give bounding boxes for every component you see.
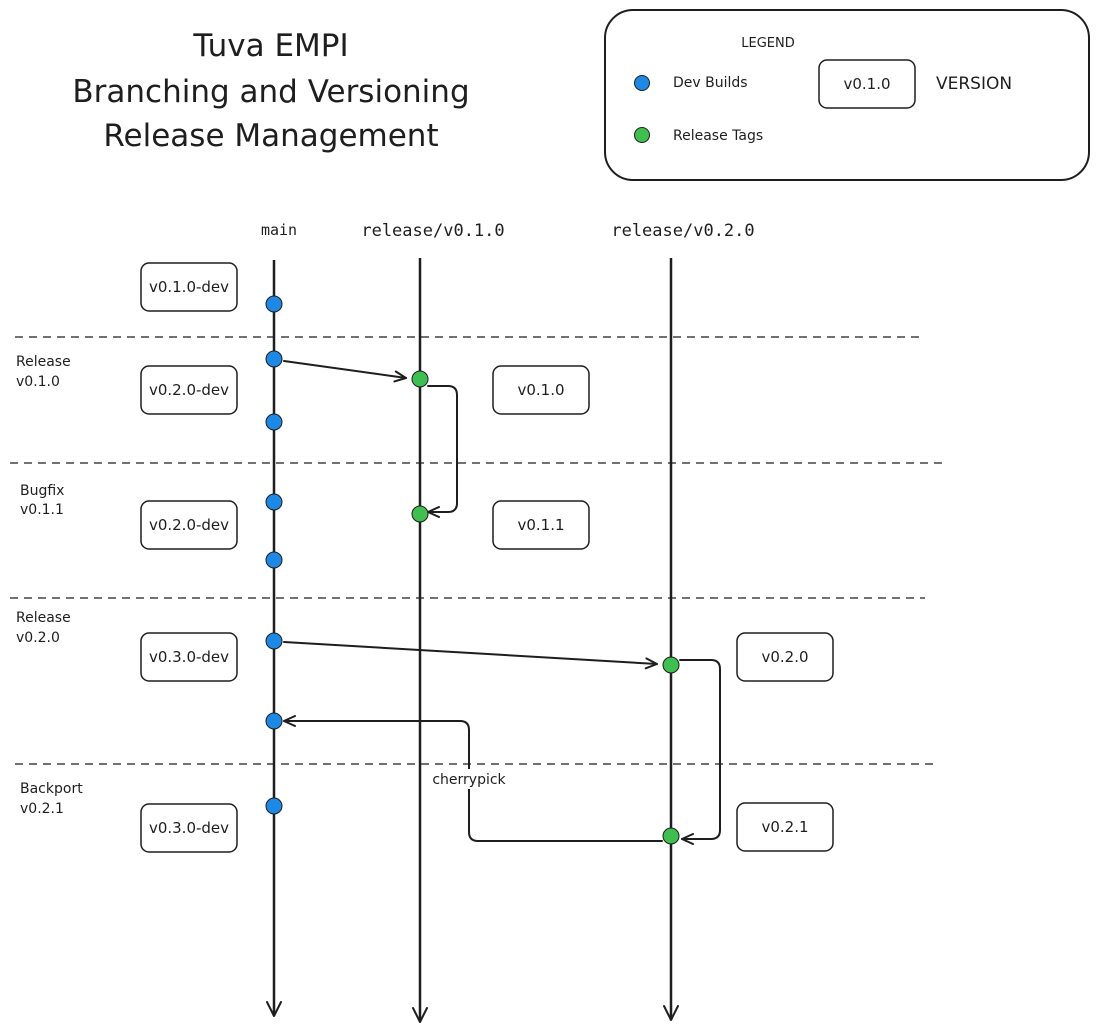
dev-version-label: v0.2.0-dev xyxy=(149,516,229,534)
section-4-version: v0.2.1 xyxy=(20,801,64,817)
diagram-title: Tuva EMPI Branching and Versioning Relea… xyxy=(72,28,469,154)
section-2-version: v0.1.1 xyxy=(20,502,64,518)
dev-build-nodes xyxy=(265,295,283,815)
dev-build-legend-dot xyxy=(634,75,650,91)
release-version-label: v0.1.1 xyxy=(517,516,564,534)
dev-version-box xyxy=(140,365,238,415)
dev-build-dot xyxy=(265,632,283,650)
dev-build-dot xyxy=(265,551,283,569)
lane-label-release-v010: release/v0.1.0 xyxy=(361,221,504,241)
release-version-label: v0.2.1 xyxy=(761,818,808,836)
section-1-version: v0.1.0 xyxy=(16,374,60,390)
release-version-box xyxy=(736,802,834,852)
lane-label-main: main xyxy=(261,221,297,239)
legend-dev-builds-label: Dev Builds xyxy=(673,75,748,91)
legend-heading: LEGEND xyxy=(741,36,794,51)
release-version-box xyxy=(492,500,590,550)
dev-build-dot xyxy=(265,350,283,368)
dev-version-box xyxy=(140,262,238,312)
release-version-boxes: v0.1.0 v0.1.1 v0.2.0 v0.2.1 xyxy=(492,365,834,852)
bugfix-v011-arrow xyxy=(427,385,458,518)
title-line-2: Branching and Versioning xyxy=(72,74,469,110)
dev-version-label: v0.2.0-dev xyxy=(149,381,229,399)
section-3-version: v0.2.0 xyxy=(16,630,60,646)
dev-version-label: v0.3.0-dev xyxy=(149,819,229,837)
title-line-1: Tuva EMPI xyxy=(192,28,348,64)
dev-version-label: v0.3.0-dev xyxy=(149,648,229,666)
release-version-label: v0.1.0 xyxy=(517,381,564,399)
dev-version-boxes: v0.1.0-dev v0.2.0-dev v0.2.0-dev v0.3.0-… xyxy=(140,262,238,853)
dev-version-box xyxy=(140,500,238,550)
release-tag-dot xyxy=(411,505,429,523)
release-version-box xyxy=(736,632,834,682)
branch-lines xyxy=(266,258,679,1023)
legend-version-box xyxy=(818,59,916,109)
release-version-label: v0.2.0 xyxy=(761,648,808,666)
cherrypick-label: cherrypick xyxy=(432,772,506,788)
release-tag-legend-dot xyxy=(634,127,650,143)
title-line-3: Release Management xyxy=(103,118,438,154)
section-separators xyxy=(10,336,945,765)
release-tag-dot xyxy=(411,370,429,388)
release-version-box xyxy=(492,365,590,415)
legend-version-box-label: v0.1.0 xyxy=(843,75,890,93)
section-1-title: Release xyxy=(16,354,71,370)
dev-build-dot xyxy=(265,712,283,730)
dev-build-dot xyxy=(265,797,283,815)
legend-version-text: VERSION xyxy=(936,74,1012,94)
section-3-title: Release xyxy=(16,610,71,626)
cherrypick-label-bg xyxy=(428,769,510,789)
lane-label-release-v020: release/v0.2.0 xyxy=(611,221,754,241)
dev-build-dot xyxy=(265,295,283,313)
release-v010-branch-arrow xyxy=(283,360,407,383)
backport-v021-arrow xyxy=(679,659,721,845)
section-4-title: Backport xyxy=(20,781,83,797)
legend-release-tags-label: Release Tags xyxy=(673,128,763,144)
dev-build-dot xyxy=(265,413,283,431)
legend-frame xyxy=(604,9,1090,181)
release-tag-dot xyxy=(662,827,680,845)
dev-version-box xyxy=(140,632,238,682)
legend: LEGEND Dev Builds Release Tags v0.1.0 VE… xyxy=(604,9,1090,181)
dev-version-box xyxy=(140,803,238,853)
release-tag-nodes xyxy=(411,370,680,845)
section-2-title: Bugfix xyxy=(20,483,64,499)
section-labels: Release v0.1.0 Bugfix v0.1.1 Release v0.… xyxy=(16,354,83,817)
dev-build-dot xyxy=(265,493,283,511)
release-v020-branch-arrow xyxy=(283,641,658,670)
release-tag-dot xyxy=(662,656,680,674)
dev-version-label: v0.1.0-dev xyxy=(149,278,229,296)
